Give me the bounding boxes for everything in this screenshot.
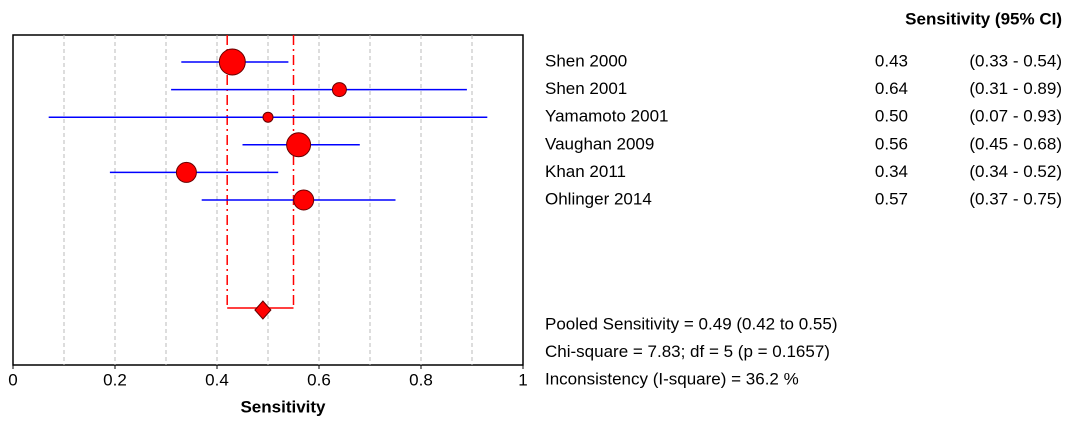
x-axis-label: Sensitivity bbox=[240, 397, 326, 416]
estimate-marker bbox=[175, 161, 197, 183]
pooled-diamond bbox=[254, 300, 272, 320]
estimate-label: 0.56 bbox=[875, 134, 908, 153]
estimate-label: 0.34 bbox=[875, 162, 908, 181]
x-tick-label: 0.8 bbox=[409, 370, 433, 389]
x-tick-label: 0.6 bbox=[307, 370, 331, 389]
estimate-label: 0.57 bbox=[875, 189, 908, 208]
study-name: Ohlinger 2014 bbox=[545, 189, 652, 208]
study-name: Khan 2011 bbox=[545, 162, 626, 181]
x-tick-label: 0.4 bbox=[205, 370, 229, 389]
stat-line: Pooled Sensitivity = 0.49 (0.42 to 0.55) bbox=[545, 314, 838, 333]
x-tick-label: 0.2 bbox=[103, 370, 127, 389]
header: Sensitivity (95% CI) bbox=[905, 9, 1062, 28]
stat-line: Chi-square = 7.83; df = 5 (p = 0.1657) bbox=[545, 342, 830, 361]
x-tick-label: 0 bbox=[8, 370, 17, 389]
ci-label: (0.07 - 0.93) bbox=[969, 107, 1062, 126]
ci-label: (0.33 - 0.54) bbox=[969, 51, 1062, 70]
estimate-marker bbox=[218, 48, 246, 76]
ci-label: (0.45 - 0.68) bbox=[969, 134, 1062, 153]
x-tick-label: 1 bbox=[518, 370, 527, 389]
estimate-marker bbox=[286, 132, 312, 158]
estimate-label: 0.64 bbox=[875, 79, 908, 98]
ci-label: (0.37 - 0.75) bbox=[969, 189, 1062, 208]
ci-label: (0.34 - 0.52) bbox=[969, 162, 1062, 181]
estimate-marker bbox=[331, 82, 347, 98]
estimate-marker bbox=[293, 189, 315, 211]
estimate-label: 0.43 bbox=[875, 51, 908, 70]
study-name: Shen 2000 bbox=[545, 51, 627, 70]
study-name: Shen 2001 bbox=[545, 79, 627, 98]
estimate-label: 0.50 bbox=[875, 107, 908, 126]
study-name: Yamamoto 2001 bbox=[545, 107, 668, 126]
ci-label: (0.31 - 0.89) bbox=[969, 79, 1062, 98]
study-name: Vaughan 2009 bbox=[545, 134, 654, 153]
stat-line: Inconsistency (I-square) = 36.2 % bbox=[545, 369, 799, 388]
estimate-marker bbox=[262, 111, 274, 123]
